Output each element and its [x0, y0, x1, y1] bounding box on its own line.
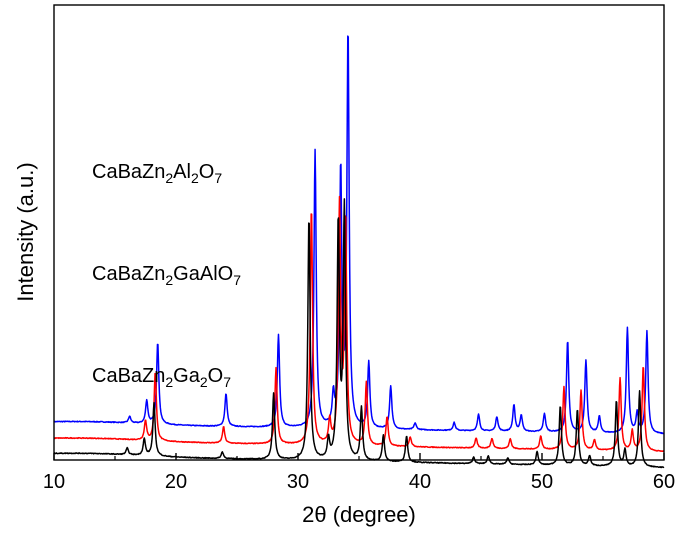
x-axis-ticks: 10 20 30 40 50 60 [43, 453, 675, 493]
series-label-0: CaBaZn2Al2O7 [92, 161, 222, 186]
x-tick-label: 60 [653, 471, 675, 493]
series-label-2: CaBaZn2Ga2O7 [92, 365, 231, 390]
x-tick-label: 50 [531, 471, 553, 493]
x-tick-label: 20 [165, 471, 187, 493]
x-tick-label: 10 [43, 471, 65, 493]
series-label-1: CaBaZn2GaAlO7 [92, 263, 241, 288]
series-line-2 [53, 198, 665, 469]
x-tick-label: 40 [409, 471, 431, 493]
y-axis-title: Intensity (a.u.) [13, 162, 38, 301]
x-axis-title: 2θ (degree) [302, 502, 416, 527]
plot-frame [53, 4, 665, 461]
x-tick-label: 30 [287, 471, 309, 493]
series-labels: CaBaZn2Al2O7 CaBaZn2GaAlO7 CaBaZn2Ga2O7 [92, 161, 241, 390]
series-traces [53, 35, 665, 469]
